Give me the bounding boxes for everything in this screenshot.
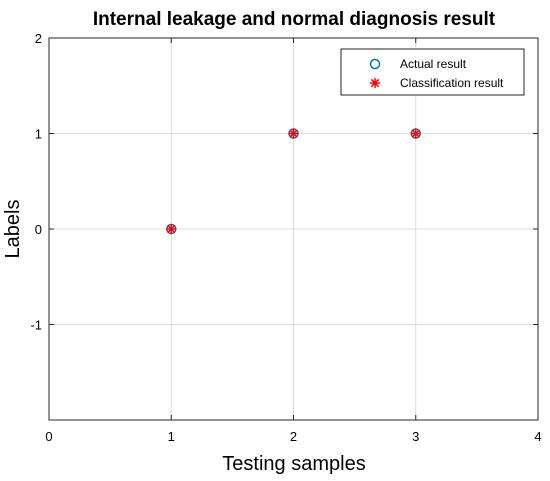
x-tick-label: 3 — [412, 429, 419, 444]
legend-box — [340, 48, 525, 96]
x-tick-label: 0 — [45, 429, 52, 444]
data-points — [166, 128, 421, 235]
x-tick-label: 4 — [534, 429, 541, 444]
chart-title: Internal leakage and normal diagnosis re… — [93, 9, 496, 30]
y-tick-labels: 2 1 0 -1 — [30, 31, 42, 333]
legend-label-classification: Classification result — [400, 76, 504, 90]
data-point-classification — [410, 128, 421, 139]
legend-label-actual: Actual result — [400, 57, 467, 71]
y-axis-label: Labels — [2, 200, 24, 259]
y-tick-label: 0 — [35, 222, 42, 237]
data-point-classification — [288, 128, 299, 139]
x-tick-label: 1 — [168, 429, 175, 444]
x-axis-label: Testing samples — [222, 453, 365, 475]
data-point-classification — [166, 223, 177, 235]
legend: Actual result Classification result — [340, 48, 525, 96]
legend-star-mark — [369, 77, 381, 89]
legend-marker-actual — [369, 58, 381, 70]
x-tick-labels: 0 1 2 3 4 — [45, 429, 541, 444]
y-tick-label: -1 — [30, 318, 42, 333]
y-tick-label: 1 — [35, 127, 42, 142]
x-tick-label: 2 — [290, 429, 297, 444]
legend-marker-classification — [369, 77, 381, 89]
axis-ticks — [48, 37, 539, 420]
y-tick-label: 2 — [35, 31, 42, 46]
